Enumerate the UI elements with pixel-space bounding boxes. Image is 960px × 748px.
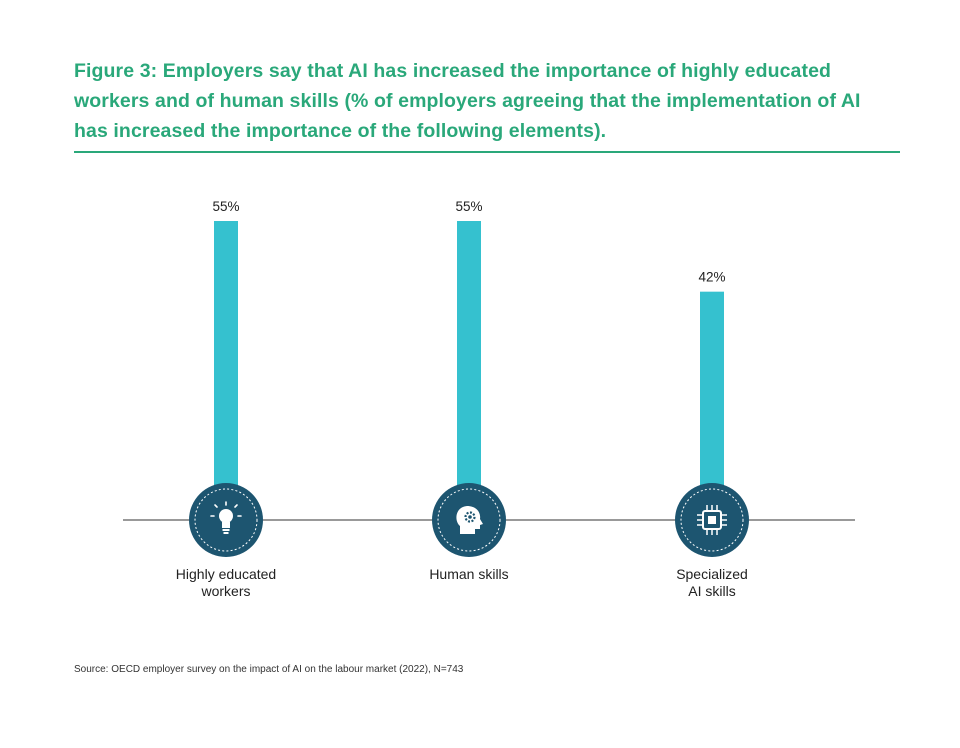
data-label: 42% bbox=[698, 270, 725, 285]
ai-chip-icon bbox=[675, 483, 749, 557]
chart-title: Figure 3: Employers say that AI has incr… bbox=[74, 60, 861, 142]
category-label: Specialized AI skills bbox=[676, 566, 748, 599]
lightbulb-icon bbox=[189, 483, 263, 557]
category-label: Highly educated workers bbox=[176, 566, 276, 599]
category-label: Human skills bbox=[429, 566, 508, 582]
source-note: Source: OECD employer survey on the impa… bbox=[74, 664, 464, 675]
bar bbox=[457, 221, 481, 520]
bar bbox=[700, 291, 724, 520]
title-divider bbox=[74, 151, 900, 153]
data-label: 55% bbox=[212, 199, 239, 214]
data-label: 55% bbox=[455, 199, 482, 214]
head-gear-icon bbox=[432, 483, 506, 557]
bar bbox=[214, 221, 238, 520]
